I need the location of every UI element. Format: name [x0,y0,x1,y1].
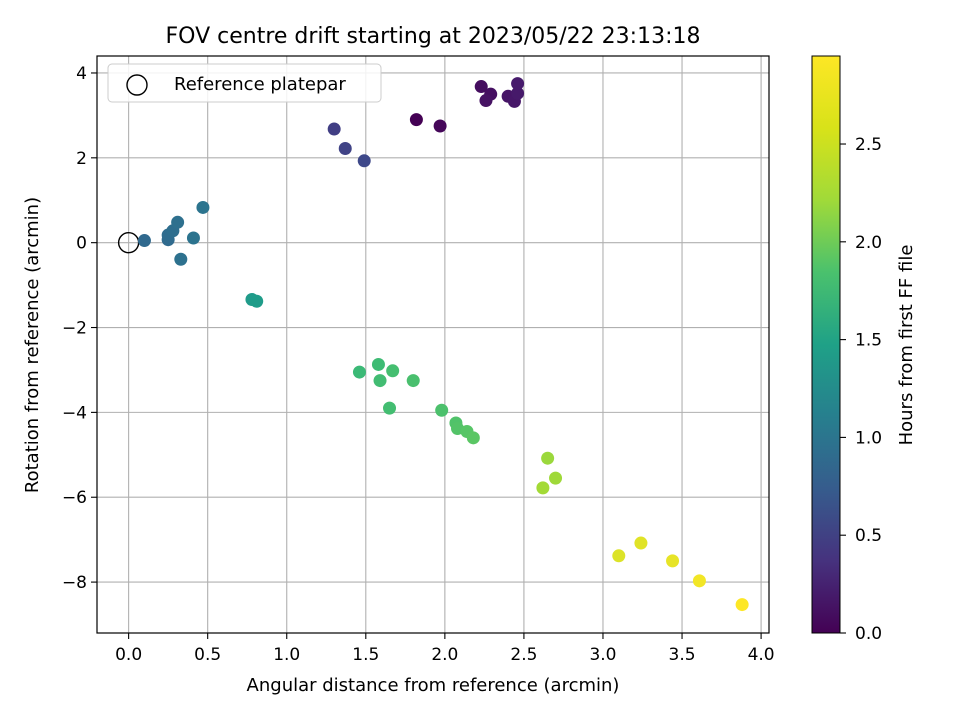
colorbar-tick-label: 1.0 [855,428,882,448]
data-point [435,403,449,417]
data-point [612,549,626,563]
data-point [371,357,385,371]
y-tick-label: −4 [62,403,87,423]
colorbar: 0.0 0.5 1.0 1.5 2.0 2.5 Hours from first FF f… [811,55,917,644]
data-points [137,77,749,612]
data-point [327,122,341,136]
data-point [541,451,555,465]
x-axis-label: Angular distance from reference (arcmin) [247,675,620,696]
x-tick-label: 2.0 [431,645,458,665]
colorbar-label: Hours from first FF file [896,245,917,446]
x-tick-label: 1.0 [273,645,300,665]
data-point [666,554,680,568]
colorbar-gradient [811,55,841,634]
data-point [357,154,371,168]
data-point [406,374,420,388]
colorbar-tick-label: 0.5 [855,526,882,546]
data-point [373,374,387,388]
y-axis-label: Rotation from reference (arcmin) [22,197,43,493]
colorbar-tick-label: 2.5 [855,135,882,155]
legend-label: Reference platepar [174,74,346,95]
x-tick-label: 1.5 [352,645,379,665]
data-point [409,113,423,127]
data-point [338,141,352,155]
data-point [511,77,525,91]
legend: Reference platepar [107,63,382,103]
x-tick-label: 4.0 [748,645,775,665]
data-point [692,574,706,588]
data-point [536,481,550,495]
data-point [174,252,188,266]
data-point [474,80,488,94]
data-point [171,215,185,229]
x-tick-label: 3.0 [589,645,616,665]
colorbar-ticks: 0.0 0.5 1.0 1.5 2.0 2.5 [840,135,882,644]
data-point [386,364,400,378]
data-point [196,200,210,214]
plot-frame [96,55,770,634]
data-point [383,401,397,415]
data-point [352,365,366,379]
data-point [511,86,525,100]
y-tick-label: −8 [62,573,87,593]
colorbar-tick-label: 1.5 [855,331,882,351]
x-tick-label: 2.5 [510,645,537,665]
data-point [735,598,749,612]
colorbar-tick-label: 2.0 [855,233,882,253]
legend-box [107,63,382,103]
data-point [250,294,264,308]
grid [97,56,769,633]
y-tick-label: −2 [62,319,87,339]
y-tick-label: 0 [76,234,87,254]
data-point [466,431,480,445]
data-point [186,231,200,245]
x-tick-label: 3.5 [669,645,696,665]
chart-title: FOV centre drift starting at 2023/05/22 … [166,24,701,49]
x-tick-label: 0.0 [115,645,142,665]
data-point [634,536,648,550]
data-point [479,94,493,108]
y-tick-label: 4 [76,64,87,84]
x-tick-label: 0.5 [194,645,221,665]
legend-marker [126,74,148,96]
y-axis-ticks: −8 −6 −4 −2 0 2 4 [62,64,97,593]
data-point [137,234,151,248]
x-axis-ticks: 0.0 0.5 1.0 1.5 2.0 2.5 3.0 3.5 4.0 [115,633,775,665]
colorbar-tick-label: 0.0 [855,624,882,644]
y-tick-label: −6 [62,488,87,508]
data-point [549,471,563,485]
data-point [433,119,447,133]
y-tick-label: 2 [76,149,87,169]
